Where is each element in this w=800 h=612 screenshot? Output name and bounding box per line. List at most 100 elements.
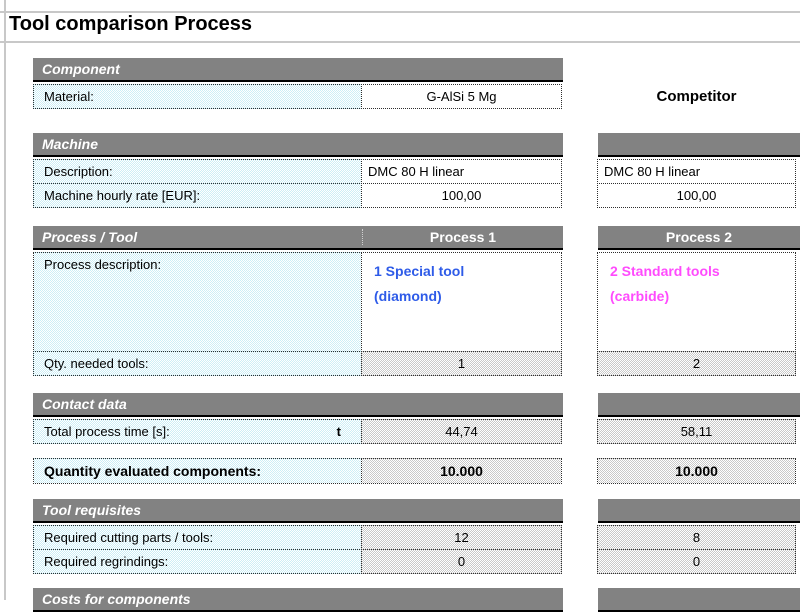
- section-component: Component Material: G-AlSi 5 Mg Competit…: [33, 58, 797, 109]
- machine-description-p1-cell[interactable]: DMC 80 H linear: [361, 159, 562, 184]
- regrindings-p2-cell[interactable]: 0: [597, 549, 796, 574]
- qty-needed-tools-p1-cell[interactable]: 1: [361, 351, 562, 376]
- column-gap: [562, 183, 597, 208]
- total-process-time-label: Total process time [s]:: [44, 424, 170, 439]
- quantity-evaluated-label-cell: Quantity evaluated components:: [33, 458, 362, 484]
- row-spacer: [33, 444, 797, 458]
- contact-section-header: Contact data: [33, 393, 563, 417]
- qty-needed-tools-p2-cell[interactable]: 2: [597, 351, 796, 376]
- total-process-time-row: Total process time [s]: t 44,74 58,11: [33, 419, 797, 444]
- machine-description-label-cell: Description:: [33, 159, 362, 184]
- regrindings-label: Required regrindings:: [44, 554, 169, 569]
- page-left-border: [4, 0, 6, 600]
- column-gap: [562, 84, 597, 109]
- contact-competitor-header-bar: [598, 393, 800, 417]
- column-gap: [562, 252, 597, 352]
- machine-description-label: Description:: [44, 164, 113, 179]
- column-gap: [562, 549, 597, 574]
- qty-needed-tools-row: Qty. needed tools: 1 2: [33, 351, 797, 376]
- section-costs: Costs for components: [33, 588, 800, 612]
- quantity-evaluated-p2-cell[interactable]: 10.000: [597, 458, 796, 484]
- requisites-header-label: Tool requisites: [42, 502, 142, 518]
- regrindings-row: Required regrindings: 0 0: [33, 549, 797, 574]
- column-gap: [563, 499, 598, 523]
- machine-header-label: Machine: [42, 136, 99, 152]
- total-process-time-p2-cell[interactable]: 58,11: [597, 419, 796, 444]
- machine-description-p2-cell[interactable]: DMC 80 H linear: [597, 159, 796, 184]
- column-gap: [562, 351, 597, 376]
- time-symbol: t: [336, 424, 341, 439]
- process2-description-line2: (carbide): [610, 288, 670, 304]
- process-description-p1-cell[interactable]: 1 Special tool (diamond): [361, 252, 562, 352]
- costs-header-row: Costs for components: [33, 588, 800, 612]
- column-gap: [562, 419, 597, 444]
- column-gap: [562, 525, 597, 550]
- process-description-label-cell: Process description:: [33, 252, 362, 352]
- process-description-row: Process description: 1 Special tool (dia…: [33, 252, 797, 352]
- cutting-parts-label: Required cutting parts / tools:: [44, 530, 214, 545]
- requisites-competitor-header-bar: [598, 499, 800, 523]
- column-gap: [563, 226, 598, 250]
- machine-header-row: Machine: [33, 133, 800, 157]
- costs-section-header: Costs for components: [33, 588, 563, 612]
- page-top-divider: [0, 11, 800, 13]
- costs-competitor-header-bar: [598, 588, 800, 612]
- requisites-section-header: Tool requisites: [33, 499, 563, 523]
- component-header-row: Component: [33, 58, 797, 82]
- contact-header-row: Contact data: [33, 393, 800, 417]
- process-description-p2-cell[interactable]: 2 Standard tools (carbide): [597, 252, 796, 352]
- qty-needed-tools-label-cell: Qty. needed tools:: [33, 351, 362, 376]
- process1-column-header: Process 1: [362, 229, 563, 245]
- material-label: Material:: [44, 89, 94, 104]
- column-gap: [563, 588, 598, 612]
- machine-description-row: Description: DMC 80 H linear DMC 80 H li…: [33, 159, 797, 184]
- section-machine: Machine Description: DMC 80 H linear DMC…: [33, 133, 800, 208]
- section-process-tool: Process / Tool Process 1 Process 2 Proce…: [33, 226, 800, 376]
- process-section-header: Process / Tool Process 1: [33, 226, 563, 250]
- quantity-evaluated-p1-cell[interactable]: 10.000: [361, 458, 562, 484]
- process1-description-line2: (diamond): [374, 288, 442, 304]
- process2-description-text: 2 Standard tools (carbide): [604, 257, 720, 309]
- machine-rate-label: Machine hourly rate [EUR]:: [44, 188, 201, 203]
- qty-needed-tools-label: Qty. needed tools:: [44, 356, 149, 371]
- process-header-row: Process / Tool Process 1 Process 2: [33, 226, 800, 250]
- machine-rate-label-cell: Machine hourly rate [EUR]:: [33, 183, 362, 208]
- column-gap: [563, 393, 598, 417]
- machine-rate-p2-cell[interactable]: 100,00: [597, 183, 796, 208]
- material-label-cell: Material:: [33, 84, 362, 109]
- quantity-evaluated-row: Quantity evaluated components: 10.000 10…: [33, 458, 797, 484]
- material-value-cell[interactable]: G-AlSi 5 Mg: [361, 84, 562, 109]
- section-contact-data: Contact data Total process time [s]: t 4…: [33, 393, 800, 484]
- process-header-label: Process / Tool: [42, 229, 138, 245]
- column-gap: [562, 458, 597, 484]
- quantity-evaluated-label: Quantity evaluated components:: [44, 463, 262, 479]
- process2-column-header-bar: Process 2: [598, 226, 800, 250]
- cutting-parts-p2-cell[interactable]: 8: [597, 525, 796, 550]
- total-process-time-label-cell: Total process time [s]: t: [33, 419, 362, 444]
- page-title: Tool comparison Process: [9, 13, 253, 35]
- cutting-parts-label-cell: Required cutting parts / tools:: [33, 525, 362, 550]
- process2-description-line1: 2 Standard tools: [610, 263, 720, 279]
- title-divider: [0, 41, 800, 43]
- process1-description-text: 1 Special tool (diamond): [368, 257, 464, 309]
- process2-column-header: Process 2: [665, 229, 733, 245]
- competitor-heading: Competitor: [656, 88, 737, 105]
- machine-rate-p1-cell[interactable]: 100,00: [361, 183, 562, 208]
- component-section-header: Component: [33, 58, 563, 82]
- machine-section-header: Machine: [33, 133, 563, 157]
- cutting-parts-row: Required cutting parts / tools: 12 8: [33, 525, 797, 550]
- regrindings-p1-cell[interactable]: 0: [361, 549, 562, 574]
- process1-description-line1: 1 Special tool: [374, 263, 465, 279]
- process-description-label: Process description:: [44, 257, 162, 272]
- regrindings-label-cell: Required regrindings:: [33, 549, 362, 574]
- column-gap: [563, 133, 598, 157]
- total-process-time-p1-cell[interactable]: 44,74: [361, 419, 562, 444]
- costs-header-label: Costs for components: [42, 591, 191, 607]
- section-tool-requisites: Tool requisites Required cutting parts /…: [33, 499, 800, 574]
- cutting-parts-p1-cell[interactable]: 12: [361, 525, 562, 550]
- contact-header-label: Contact data: [42, 396, 127, 412]
- requisites-header-row: Tool requisites: [33, 499, 800, 523]
- component-header-label: Component: [42, 61, 120, 77]
- machine-rate-row: Machine hourly rate [EUR]: 100,00 100,00: [33, 183, 797, 208]
- material-row: Material: G-AlSi 5 Mg Competitor: [33, 84, 797, 109]
